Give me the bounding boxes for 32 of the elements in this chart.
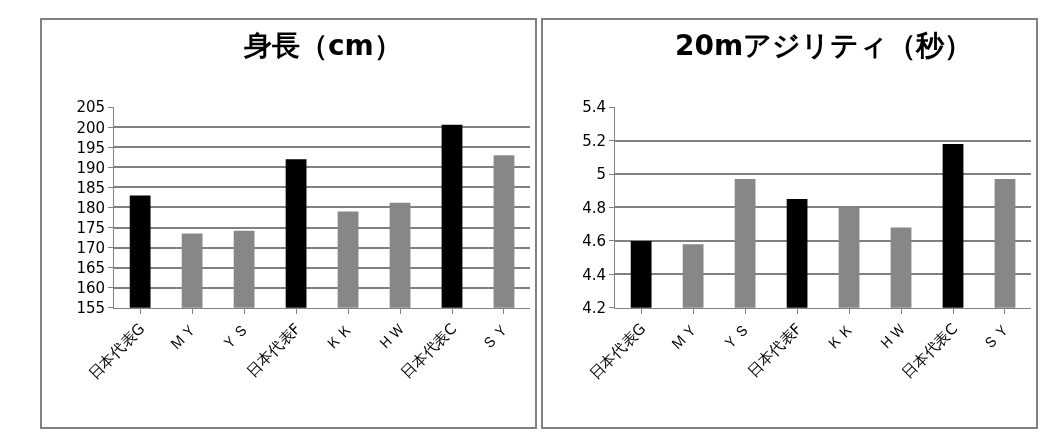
y-tick-label: 155 <box>76 298 106 317</box>
chart-title: 身長（cm） <box>243 29 402 62</box>
y-tick-label: 195 <box>76 138 106 157</box>
x-tick-label: 日本代表G <box>84 319 149 383</box>
y-tick-label: 175 <box>76 218 106 237</box>
x-tick-label: ＫＫ <box>823 319 858 354</box>
x-tick-label: ＹＳ <box>719 319 754 354</box>
chart-title: 20mアジリティ（秒） <box>675 29 973 62</box>
x-tick-label: ＹＳ <box>218 319 253 354</box>
x-tick-label: ＳＹ <box>478 319 513 354</box>
x-tick-label: ＨＷ <box>875 319 910 354</box>
y-tick-label: 180 <box>76 198 106 217</box>
x-tick-label: ＳＹ <box>979 319 1014 354</box>
y-tick-label: 185 <box>76 178 106 197</box>
y-tick-label: 5 <box>596 165 607 184</box>
y-tick-label: 160 <box>76 278 106 297</box>
y-tick-label: 200 <box>76 118 106 137</box>
y-tick-label: 5.4 <box>582 98 607 117</box>
y-tick-label: 5.2 <box>582 131 607 150</box>
y-tick-label: 4.4 <box>582 265 607 284</box>
y-tick-label: 190 <box>76 158 106 177</box>
y-tick-label: 165 <box>76 258 106 277</box>
x-tick-label: ＫＫ <box>322 319 357 354</box>
y-tick-label: 170 <box>76 238 106 257</box>
y-tick-label: 4.6 <box>582 232 607 251</box>
x-tick-label: 日本代表G <box>585 319 650 383</box>
x-tick-label: ＭＹ <box>166 319 201 354</box>
y-tick-label: 205 <box>76 98 106 117</box>
y-tick-label: 4.8 <box>582 198 607 217</box>
y-tick-label: 4.2 <box>582 298 607 317</box>
x-tick-label: ＨＷ <box>374 319 409 354</box>
x-tick-label: ＭＹ <box>667 319 702 354</box>
